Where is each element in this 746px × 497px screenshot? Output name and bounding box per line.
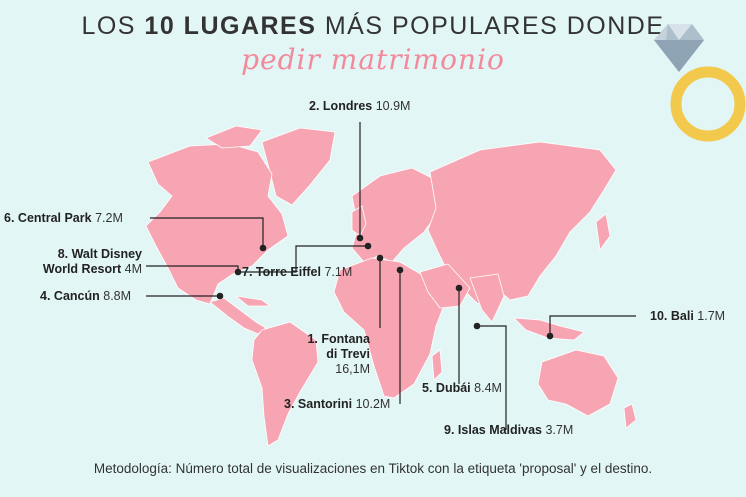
label-fontana-di-trevi: 1. Fontana di Trevi 16,1M: [307, 332, 370, 376]
marker-walt-disney: [234, 268, 242, 276]
label-islas-maldivas: 9. Islas Maldivas 3.7M: [444, 423, 574, 437]
japan-shape: [595, 213, 611, 251]
marker-central-park: [259, 244, 267, 252]
marker-cancun: [216, 292, 224, 300]
methodology-note: Metodología: Número total de visualizaci…: [93, 461, 653, 476]
marker-londres: [356, 234, 364, 242]
madagascar-shape: [431, 349, 443, 381]
label-cancun: 4. Cancún 8.8M: [40, 289, 132, 303]
india-shape: [469, 273, 505, 323]
australia-shape: [537, 349, 619, 417]
europe-shape: [351, 167, 441, 263]
marker-fontana-di-trevi: [376, 254, 384, 262]
south-america-shape: [251, 321, 319, 447]
label-central-park: 6. Central Park 7.2M: [4, 211, 123, 225]
marker-santorini: [396, 266, 404, 274]
north-america-shape: [145, 143, 289, 305]
label-torre-eiffel: 7. Torre Eiffel 7.1M: [242, 265, 353, 279]
page-title: LOS 10 LUGARES MÁS POPULARES DONDE: [81, 12, 665, 40]
engagement-ring-icon: [654, 24, 746, 142]
arabia-shape: [419, 263, 471, 309]
label-bali: 10. Bali 1.7M: [650, 309, 726, 323]
caribbean-shape: [235, 295, 271, 307]
africa-shape: [333, 257, 447, 399]
central-america-shape: [209, 297, 267, 335]
asia-shape: [427, 141, 617, 305]
new-zealand-shape: [623, 403, 637, 429]
label-walt-disney: 8. Walt Disney World Resort 4M: [42, 247, 142, 276]
label-santorini: 3. Santorini 10.2M: [284, 397, 391, 411]
marker-torre-eiffel: [364, 242, 372, 250]
label-londres: 2. Londres 10.9M: [309, 99, 411, 113]
arctic-islands-shape: [205, 125, 263, 149]
greenland-shape: [261, 127, 336, 206]
indonesia-shape: [513, 317, 585, 341]
marker-dubai: [455, 284, 463, 292]
label-dubai: 5. Dubái 8.4M: [422, 381, 502, 395]
marker-islas-maldivas: [473, 322, 481, 330]
marker-bali: [546, 332, 554, 340]
page-subtitle: pedir matrimonio: [241, 43, 505, 76]
